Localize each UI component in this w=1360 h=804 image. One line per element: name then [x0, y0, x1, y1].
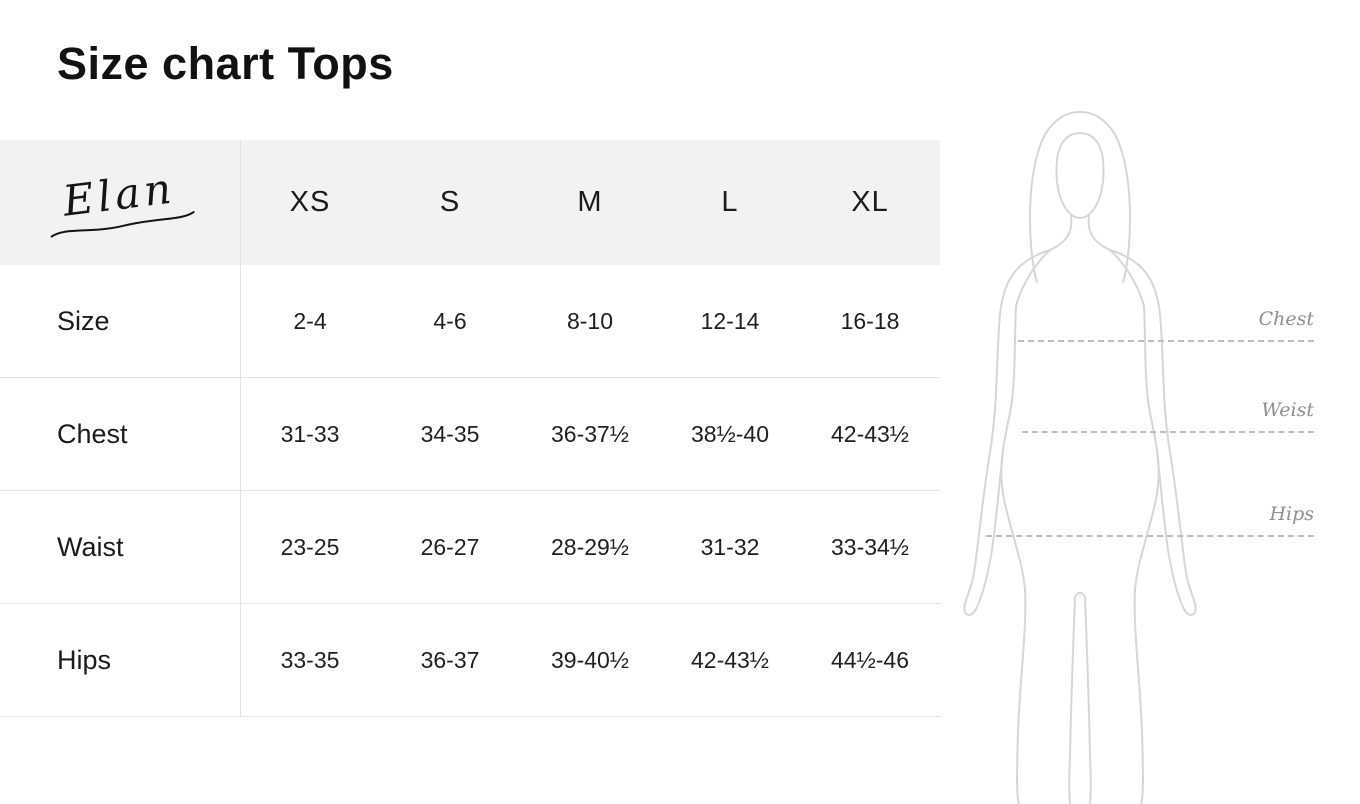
- row-label: Size: [57, 305, 110, 336]
- measure-label-chest: Chest: [1258, 308, 1314, 330]
- chest-cell: 34-35: [420, 420, 480, 447]
- waist-cell: 28-29½: [550, 533, 629, 560]
- waist-cell: 31-32: [700, 533, 760, 560]
- size-cell: 4-6: [433, 307, 467, 334]
- chest-cell: 36-37½: [550, 420, 629, 447]
- table-header-row: Elan XS S M L XL: [0, 140, 940, 265]
- column-header-xs: XS: [289, 186, 331, 218]
- column-header-m: M: [577, 186, 603, 218]
- table-row-chest: Chest 31-33 34-35 36-37½ 38½-40 42-43½: [0, 378, 940, 491]
- brand-cell: Elan: [0, 163, 240, 238]
- size-cell: 2-4: [293, 307, 327, 334]
- page-title: Size chart Tops: [57, 38, 394, 89]
- size-cell: 8-10: [566, 307, 614, 334]
- table-row-size: Size 2-4 4-6 8-10 12-14 16-18: [0, 265, 940, 378]
- hips-cell: 44½-46: [830, 646, 909, 673]
- measure-label-waist: Weist: [1261, 399, 1314, 421]
- chest-cell: 38½-40: [690, 420, 769, 447]
- row-label: Waist: [57, 531, 124, 562]
- hips-cell: 42-43½: [690, 646, 769, 673]
- waist-cell: 23-25: [280, 533, 340, 560]
- row-label: Chest: [57, 418, 128, 449]
- brand-logo: Elan: [42, 163, 198, 241]
- measure-label-hips: Hips: [1269, 503, 1314, 525]
- hips-cell: 39-40½: [550, 646, 629, 673]
- size-cell: 12-14: [700, 307, 760, 334]
- chest-cell: 42-43½: [830, 420, 909, 447]
- chest-cell: 31-33: [280, 420, 340, 447]
- row-label: Hips: [57, 644, 112, 675]
- chest-measure-line: [1018, 340, 1314, 342]
- hips-cell: 33-35: [280, 646, 340, 673]
- size-chart-table: Elan XS S M L XL Size 2-4 4-6 8-10 12-14…: [0, 140, 940, 717]
- size-cell: 16-18: [840, 307, 900, 334]
- table-row-waist: Waist 23-25 26-27 28-29½ 31-32 33-34½: [0, 491, 940, 604]
- hips-measure-line: [986, 535, 1314, 537]
- hips-cell: 36-37: [420, 646, 480, 673]
- column-header-l: L: [721, 186, 739, 218]
- brand-underline-flourish: [50, 210, 195, 238]
- body-measurement-figure: Chest Weist Hips: [940, 104, 1360, 804]
- column-header-s: S: [439, 186, 461, 218]
- column-header-xl: XL: [851, 186, 889, 218]
- table-row-hips: Hips 33-35 36-37 39-40½ 42-43½ 44½-46: [0, 604, 940, 717]
- waist-cell: 33-34½: [830, 533, 909, 560]
- waist-measure-line: [1022, 431, 1314, 433]
- waist-cell: 26-27: [420, 533, 480, 560]
- female-silhouette-icon: [963, 111, 1197, 804]
